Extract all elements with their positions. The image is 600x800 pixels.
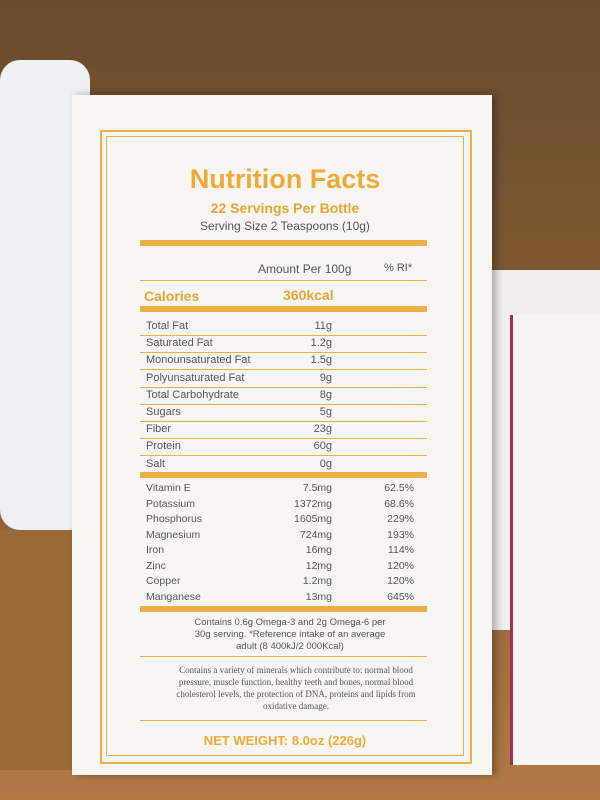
rule: [140, 472, 427, 478]
product-box: [72, 95, 492, 775]
calories-label: Calories: [144, 288, 200, 304]
rule: [140, 280, 427, 281]
mineral-name: Iron: [146, 544, 165, 556]
footnote: Contains 0.6g Omega-3 and 2g Omega-6 per…: [194, 617, 386, 652]
mineral-ri: 68.6%: [384, 497, 414, 510]
mineral-name: Manganese: [146, 590, 201, 603]
mineral-name: Vitamin E: [146, 482, 191, 494]
mineral-ri: 120%: [387, 575, 414, 587]
nutrient-name: Saturated Fat: [146, 337, 213, 350]
nutrient-name: Fiber: [146, 423, 172, 436]
mineral-amount: 1605mg: [294, 513, 332, 525]
label-frame: [106, 136, 464, 756]
mineral-amount: 724mg: [299, 528, 332, 541]
mineral-amount: 16mg: [305, 544, 332, 556]
nutrient-name: Total Fat: [146, 320, 189, 332]
mineral-name: Potassium: [146, 497, 196, 510]
net-weight: NET WEIGHT: 8.0oz (226g): [203, 733, 367, 748]
mineral-name: Magnesium: [146, 528, 201, 541]
claim: Contains a variety of minerals which con…: [176, 665, 416, 711]
rule: [140, 240, 427, 246]
mineral-ri: 114%: [387, 544, 414, 556]
rule: [140, 606, 427, 612]
nutrient-name: Monounsaturated Fat: [146, 354, 251, 367]
rule: [140, 352, 427, 354]
nutrient-amount: 0g: [319, 457, 332, 470]
rule: [140, 438, 427, 440]
rule: [140, 335, 427, 336]
nutrient-amount: 9g: [319, 371, 332, 384]
nutrient-name: Polyunsaturated Fat: [146, 371, 245, 384]
nutrient-name: Protein: [146, 440, 181, 453]
rule: [140, 421, 427, 422]
serving-size: Serving Size 2 Teaspoons (10g): [200, 219, 370, 233]
mineral-name: Zinc: [146, 559, 166, 572]
mineral-amount: 1.2mg: [302, 575, 332, 587]
nutrient-amount: 5g: [319, 406, 332, 418]
mineral-name: Copper: [146, 575, 181, 587]
title: Nutrition Facts: [189, 164, 381, 194]
side-box: [510, 315, 600, 765]
nutrient-name: Salt: [146, 457, 165, 470]
rule: [140, 369, 427, 371]
nutrient-amount: 11g: [314, 320, 332, 332]
column-head: Amount Per 100g: [258, 262, 352, 276]
mineral-ri: 229%: [387, 513, 414, 525]
rule: [140, 720, 427, 721]
rule: [140, 386, 427, 388]
mineral-ri: 193%: [387, 528, 414, 541]
mineral-ri: 62.5%: [384, 482, 414, 494]
calories-value: 360kcal: [283, 287, 334, 303]
mineral-amount: 1372mg: [294, 497, 332, 510]
servings: 22 Servings Per Bottle: [210, 200, 360, 216]
nutrient-amount: 1.2g: [310, 337, 332, 350]
mineral-name: Phosphorus: [146, 513, 203, 525]
rule: [140, 306, 427, 312]
rule: [140, 656, 427, 657]
nutrient-name: Sugars: [146, 406, 181, 418]
nutrient-amount: 8g: [319, 388, 332, 401]
mineral-amount: 7.5mg: [302, 482, 332, 494]
mineral-amount: 12mg: [305, 559, 332, 572]
column-head: % RI*: [384, 262, 413, 274]
nutrient-amount: 23g: [313, 423, 332, 436]
nutrient-amount: 60g: [313, 440, 332, 453]
mineral-amount: 13mg: [305, 590, 332, 603]
label-frame: [100, 130, 472, 764]
nutrient-name: Total Carbohydrate: [146, 388, 239, 401]
mineral-ri: 645%: [387, 590, 414, 603]
rule: [140, 455, 427, 457]
rule: [140, 403, 427, 405]
nutrient-amount: 1.5g: [310, 354, 332, 367]
mineral-ri: 120%: [387, 559, 414, 572]
